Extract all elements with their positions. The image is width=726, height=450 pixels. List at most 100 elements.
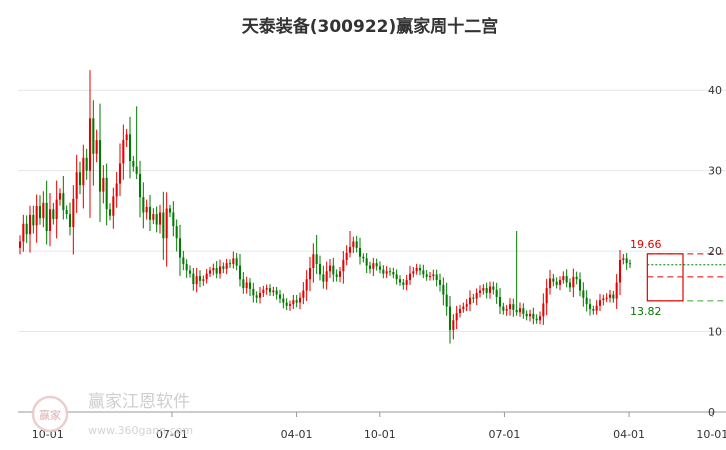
candle-body <box>322 274 325 282</box>
candle-body <box>108 209 112 216</box>
watermark: 赢家 赢家江恩软件 www.360gann.com <box>31 392 193 437</box>
candle-body <box>95 140 98 154</box>
candle-body <box>545 288 548 304</box>
candle-body <box>332 265 335 275</box>
x-tick-label: 04-01 <box>613 428 645 441</box>
candle-body <box>162 212 165 239</box>
candle-body <box>345 252 348 260</box>
candle-body <box>422 270 425 275</box>
candle-body <box>568 282 572 288</box>
candle-body <box>528 313 532 317</box>
candle-body <box>292 300 295 305</box>
candle-body <box>555 281 558 285</box>
candle-body <box>402 282 405 285</box>
watermark-logo-icon <box>31 395 69 433</box>
x-tick-label: 07-01 <box>156 428 188 441</box>
chart-title: 天泰装备(300922)赢家周十二宫 <box>242 16 499 37</box>
candle-body <box>115 183 118 197</box>
candle-body <box>558 280 562 285</box>
candle-body <box>145 206 148 213</box>
candle-body <box>305 279 308 291</box>
candle-body <box>128 134 132 162</box>
candle-body <box>502 306 505 311</box>
candle-body <box>52 209 55 219</box>
candle-body <box>65 210 68 215</box>
candle-body <box>38 206 42 219</box>
candle-body <box>202 279 205 281</box>
candle-body <box>355 241 358 248</box>
candle-body <box>32 214 35 226</box>
candle-body <box>315 254 318 264</box>
candle-body <box>78 172 82 186</box>
candle-body <box>295 300 298 303</box>
candle-body <box>98 140 102 192</box>
candle-body <box>35 206 38 226</box>
candle-body <box>562 276 565 281</box>
candle-body <box>602 298 605 301</box>
candle-body <box>398 279 402 283</box>
candle-body <box>432 274 435 277</box>
candle-body <box>458 309 462 314</box>
candle-body <box>365 258 368 266</box>
x-tick-labels: 10-01 07-01 04-01 10-01 07-01 04-01 10-01 <box>32 412 726 441</box>
candle-body <box>338 271 342 277</box>
candle-body <box>198 276 202 281</box>
candle-body <box>442 284 445 295</box>
candle-body <box>228 263 232 265</box>
candle-body <box>212 268 215 271</box>
y-tick-label: 40 <box>708 84 722 97</box>
candle-body <box>48 209 52 231</box>
candle-body <box>278 294 282 299</box>
overlays <box>646 253 726 302</box>
candle-body <box>418 268 422 271</box>
candle-body <box>225 263 228 269</box>
candle-body <box>312 254 315 269</box>
candle-body <box>565 276 568 283</box>
candle-body <box>262 289 265 293</box>
candle-body <box>192 273 195 285</box>
candle-body <box>298 297 302 303</box>
candle-body <box>412 271 415 274</box>
candle-body <box>152 214 155 220</box>
y-tick-label: 10 <box>708 326 722 339</box>
candle-body <box>85 157 88 171</box>
candle-body <box>255 295 258 298</box>
candle-body <box>45 202 48 231</box>
candle-body <box>285 302 288 306</box>
candle-body <box>435 274 438 281</box>
candle-body <box>445 294 448 307</box>
candle-body <box>92 118 95 154</box>
candle-body <box>592 309 595 311</box>
candle-body <box>388 271 392 273</box>
candle-body <box>475 292 478 299</box>
candle-body <box>72 198 75 227</box>
candle-body <box>605 297 608 299</box>
candle-body <box>328 265 332 272</box>
candle-body <box>232 258 235 264</box>
candle-body <box>282 298 285 303</box>
candle-body <box>275 290 278 295</box>
candle-body <box>142 197 145 213</box>
candle-body <box>222 266 225 269</box>
candle-body <box>68 214 72 227</box>
candle-body <box>265 288 268 290</box>
candle-body <box>438 280 442 285</box>
candle-body <box>82 157 85 186</box>
candle-body <box>485 288 488 293</box>
candle-body <box>325 271 328 282</box>
candle-body <box>478 290 482 293</box>
y-tick-label: 20 <box>708 245 722 258</box>
candle-body <box>585 297 588 305</box>
candle-body <box>335 274 338 277</box>
candle-body <box>342 259 345 272</box>
candle-body <box>55 199 58 219</box>
candle-body <box>508 304 512 310</box>
candle-body <box>248 282 252 289</box>
candle-body <box>612 294 615 299</box>
candle-body <box>105 177 108 210</box>
candle-body <box>42 202 45 219</box>
candle-body <box>392 272 395 275</box>
annotation-label: 13.82 <box>630 305 662 318</box>
candle-body <box>425 274 428 277</box>
x-tick-label: 10-01 <box>696 428 726 441</box>
